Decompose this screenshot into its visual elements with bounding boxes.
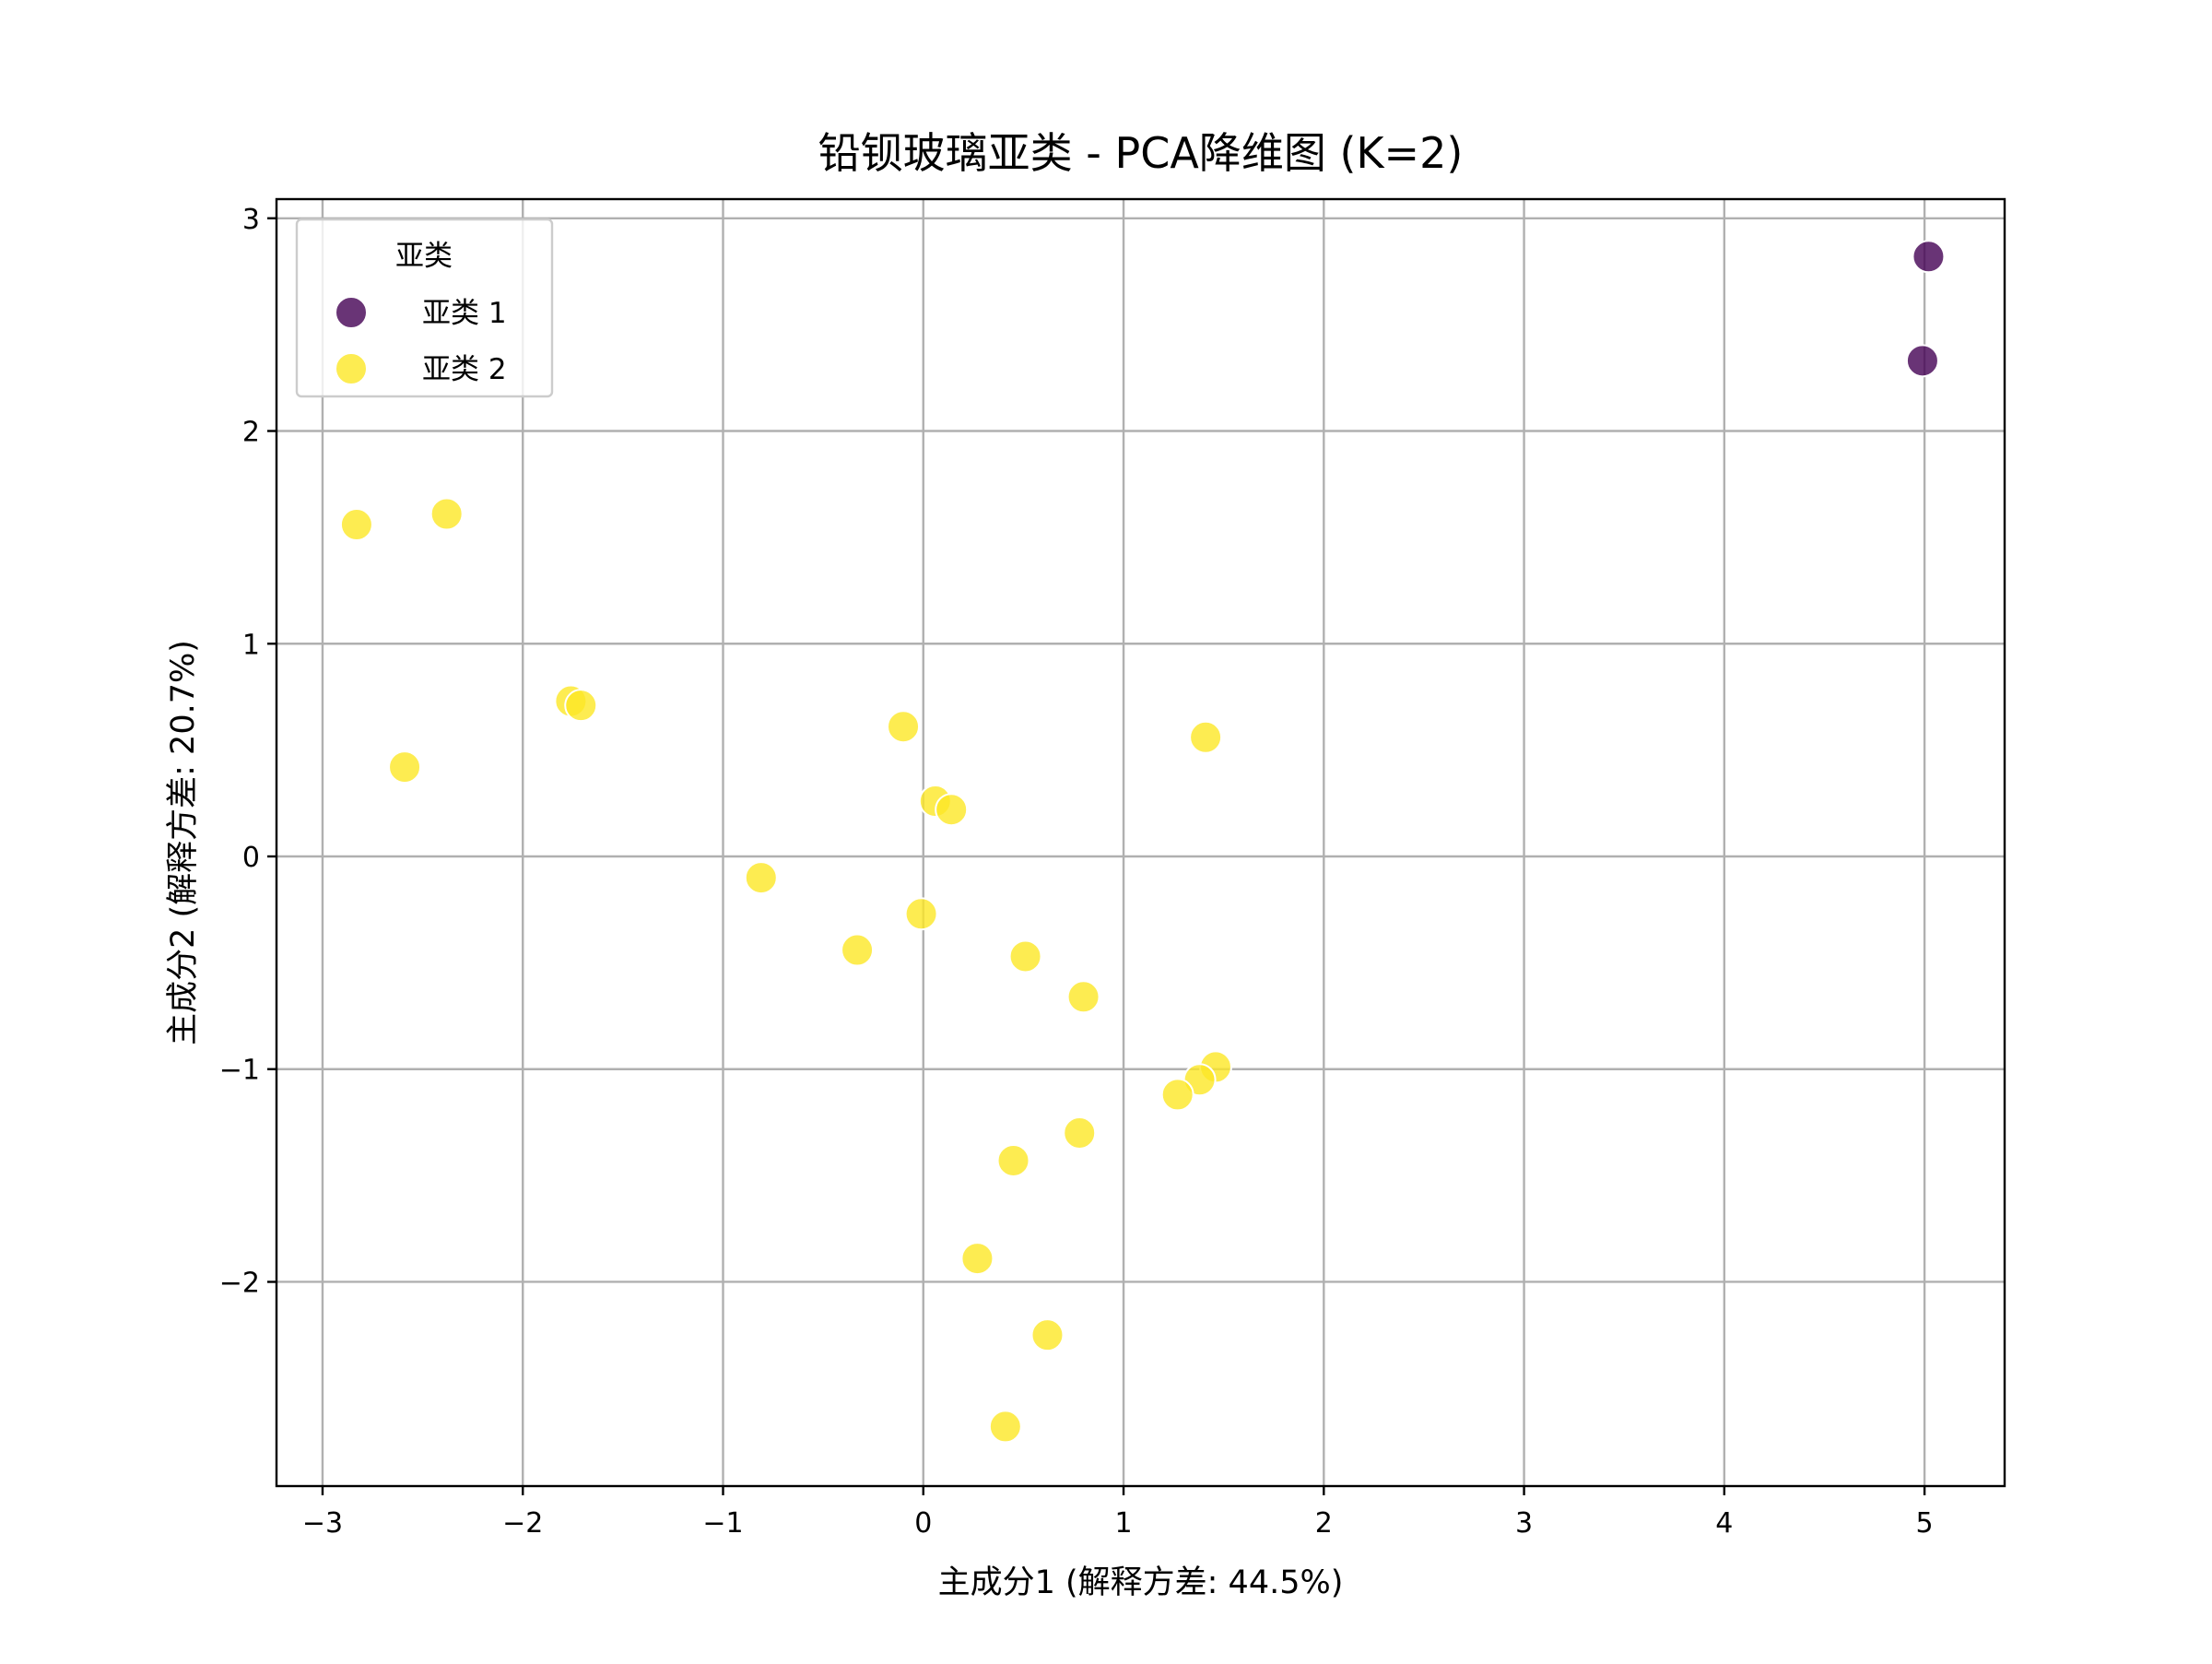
- data-point-series-2: [988, 1410, 1022, 1444]
- x-tick-label: 4: [1715, 1507, 1733, 1540]
- data-point-series-2: [388, 750, 422, 785]
- data-point-series-2: [1030, 1318, 1065, 1352]
- chart-title: 铅钡玻璃亚类 - PCA降维图 (K=2): [818, 128, 1464, 178]
- axis-ticks: −3 −2 −1 0 1 2 3 4 5 −2 −1 0 1 2 3: [219, 204, 1934, 1540]
- grid: [276, 199, 2005, 1486]
- data-point-series-1: [1905, 344, 1939, 378]
- data-point-series-2: [564, 689, 598, 723]
- data-point-series-2: [339, 508, 373, 542]
- data-point-series-2: [841, 933, 875, 967]
- x-tick-label: 0: [914, 1507, 932, 1540]
- y-tick-label: 2: [242, 417, 260, 449]
- data-point-series-2: [887, 710, 921, 744]
- legend-items: 亚类 1 亚类 2: [335, 296, 507, 386]
- plot-frame: [275, 197, 2006, 1488]
- data-point-series-2: [1063, 1115, 1097, 1150]
- data-point-series-1: [1912, 240, 1946, 274]
- x-tick-label: −1: [702, 1507, 743, 1540]
- x-tick-label: 3: [1515, 1507, 1533, 1540]
- data-point-series-2: [904, 897, 938, 931]
- y-tick-label: −1: [219, 1055, 260, 1087]
- data-point-series-2: [1008, 939, 1042, 974]
- data-point-series-2: [1160, 1078, 1194, 1112]
- data-point-series-2: [1189, 720, 1223, 754]
- x-tick-label: 5: [1916, 1507, 1934, 1540]
- data-point-series-2: [935, 793, 969, 827]
- data-points: [339, 240, 1946, 1444]
- legend-label: 亚类 1: [422, 297, 507, 330]
- x-axis-label: 主成分1 (解释方差: 44.5%): [938, 1564, 1344, 1601]
- legend-label: 亚类 2: [422, 353, 507, 386]
- x-tick-label: −3: [302, 1507, 343, 1540]
- legend: 亚类 亚类 1 亚类 2: [295, 218, 554, 398]
- data-point-series-2: [1066, 980, 1100, 1014]
- x-tick-label: −2: [502, 1507, 543, 1540]
- x-tick-label: 2: [1315, 1507, 1333, 1540]
- data-point-series-2: [960, 1242, 994, 1276]
- y-tick-label: 1: [242, 629, 260, 661]
- y-axis-label: 主成分2 (解释方差: 20.7%): [165, 640, 202, 1045]
- legend-box: [295, 218, 554, 398]
- y-tick-label: −2: [219, 1267, 260, 1299]
- legend-marker: [335, 296, 368, 329]
- data-point-series-2: [996, 1143, 1030, 1177]
- legend-marker: [335, 352, 368, 385]
- y-tick-label: 3: [242, 204, 260, 236]
- legend-title: 亚类: [395, 240, 453, 273]
- y-tick-label: 0: [242, 842, 260, 874]
- data-point-series-2: [429, 497, 464, 531]
- x-tick-label: 1: [1114, 1507, 1132, 1540]
- data-point-series-2: [744, 861, 778, 895]
